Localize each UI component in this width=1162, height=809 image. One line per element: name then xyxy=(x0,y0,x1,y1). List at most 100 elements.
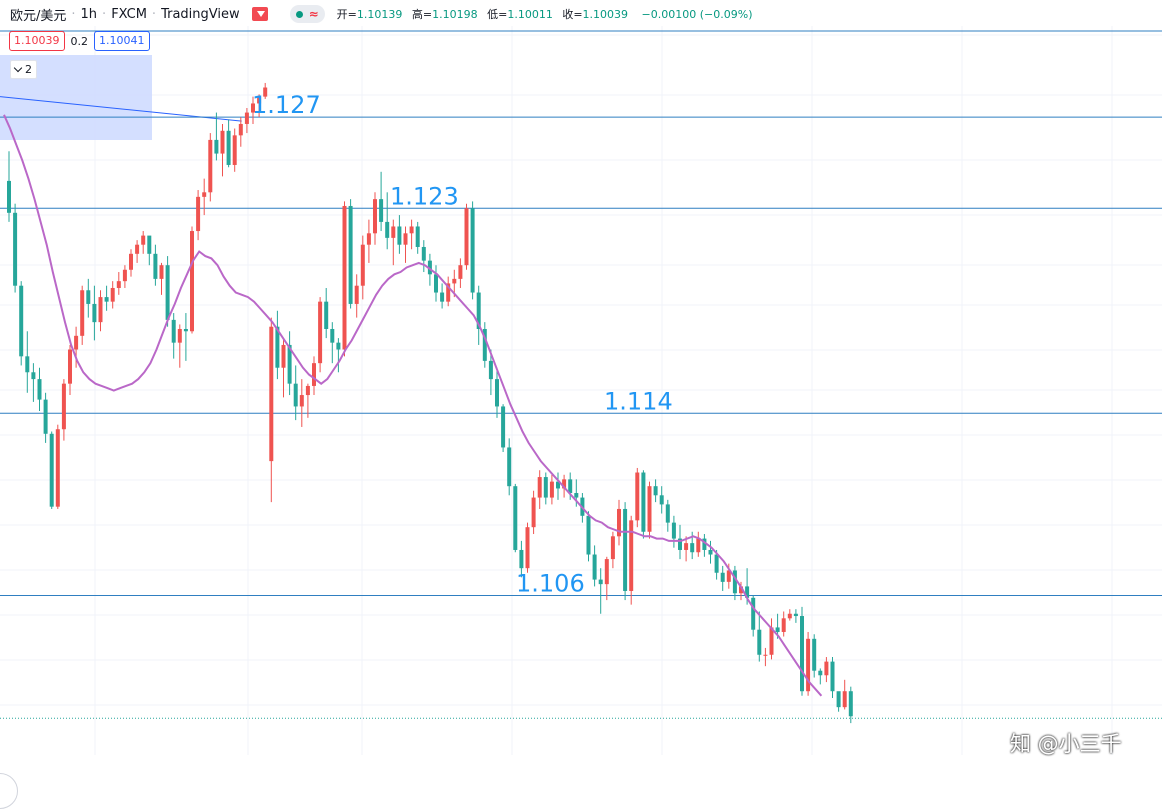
candle-body xyxy=(464,208,469,266)
candle-body xyxy=(671,522,676,539)
candle xyxy=(37,367,42,412)
candle-body xyxy=(446,283,451,302)
candle-body xyxy=(415,226,420,247)
candle xyxy=(732,565,737,601)
candle xyxy=(68,344,72,396)
candle xyxy=(781,611,786,637)
candle xyxy=(287,331,292,396)
candle xyxy=(312,356,316,396)
candle xyxy=(403,226,408,263)
candle-body xyxy=(501,406,506,448)
price-chart[interactable]: 1.127 1.123 1.114 1.106 xyxy=(0,0,1162,787)
candle-body xyxy=(373,199,377,234)
candle-body xyxy=(403,233,408,245)
candle-body xyxy=(257,96,262,104)
candle xyxy=(171,313,176,359)
sell-price-button[interactable]: 1.10039 xyxy=(9,31,65,51)
candle-body xyxy=(208,139,213,193)
candle-body xyxy=(244,112,249,124)
market-status-pill[interactable]: ≈ xyxy=(289,5,325,23)
candle-body xyxy=(98,297,103,323)
indicators-count: 2 xyxy=(25,63,32,76)
candle-body xyxy=(763,654,768,656)
candle xyxy=(842,679,847,710)
candle-body xyxy=(61,383,66,430)
candle xyxy=(122,265,127,288)
candle-body xyxy=(604,559,609,585)
candle-body xyxy=(409,226,414,234)
candle-body xyxy=(171,319,176,343)
ohlc-legend: 开=1.10139 高=1.10198 低=1.10011 收=1.10039 … xyxy=(337,6,753,22)
candle-body xyxy=(263,87,268,97)
symbol-name[interactable]: 欧元/美元 xyxy=(10,8,67,24)
interval[interactable]: 1h xyxy=(80,6,98,22)
header-separator: · xyxy=(102,6,107,22)
candle xyxy=(214,112,219,161)
candle-body xyxy=(708,549,713,555)
candle-body xyxy=(43,399,48,434)
candle xyxy=(592,545,597,587)
candle-body xyxy=(366,233,371,245)
flag-dropdown-icon[interactable] xyxy=(251,7,268,21)
candle xyxy=(49,431,54,509)
candle-body xyxy=(531,497,536,528)
candle-body xyxy=(818,670,823,676)
candle xyxy=(226,119,231,168)
candle-body xyxy=(202,192,207,197)
candle xyxy=(92,285,97,341)
candle xyxy=(549,474,554,505)
candle-body xyxy=(745,586,750,598)
candle-body xyxy=(165,265,170,320)
candle-body xyxy=(629,520,634,591)
candlestick-series xyxy=(7,82,853,724)
candle xyxy=(482,322,487,368)
candle-body xyxy=(110,287,115,302)
low-value: 1.10011 xyxy=(507,8,553,21)
candle xyxy=(385,192,390,250)
candle-body xyxy=(19,285,24,357)
candle xyxy=(751,595,756,637)
candle xyxy=(629,515,634,605)
candle-body xyxy=(80,290,85,336)
candle xyxy=(806,631,811,696)
candle-body xyxy=(775,627,780,632)
candle-body xyxy=(397,226,402,245)
candle xyxy=(434,265,438,302)
candle-body xyxy=(751,597,756,630)
candle-body xyxy=(556,481,560,489)
candle xyxy=(232,128,237,172)
candle-body xyxy=(305,385,310,396)
candle-body xyxy=(830,661,835,692)
candle-body xyxy=(129,253,133,270)
candle-body xyxy=(434,274,438,293)
indicators-collapse-button[interactable]: 2 xyxy=(10,60,37,79)
candle xyxy=(98,290,103,332)
market-open-dot-icon xyxy=(295,10,303,18)
candle-body xyxy=(787,613,792,619)
candle xyxy=(116,272,121,295)
candle-body xyxy=(391,226,396,238)
candle-body xyxy=(342,205,347,350)
candle xyxy=(787,609,792,621)
buy-price-button[interactable]: 1.10041 xyxy=(94,31,150,51)
candle xyxy=(251,96,255,124)
candle xyxy=(653,479,658,503)
chart-header: 欧元/美元 · 1h · FXCM · TradingView ≈ 开=1.10… xyxy=(10,4,753,24)
candle xyxy=(31,363,36,402)
candle-body xyxy=(312,363,316,386)
candle-body xyxy=(568,479,573,494)
candle xyxy=(190,226,194,334)
candle-body xyxy=(214,139,219,154)
candle-body xyxy=(665,504,670,523)
candle xyxy=(153,244,158,286)
candle xyxy=(714,549,719,580)
candle-body xyxy=(275,326,280,368)
candle xyxy=(348,199,353,309)
candle xyxy=(793,609,798,623)
candle xyxy=(269,317,274,503)
candle-body xyxy=(220,130,225,154)
candle-body xyxy=(726,570,731,582)
high-label: 高= xyxy=(411,8,433,21)
candle-body xyxy=(470,208,475,293)
horizontal-levels[interactable] xyxy=(0,30,1162,597)
